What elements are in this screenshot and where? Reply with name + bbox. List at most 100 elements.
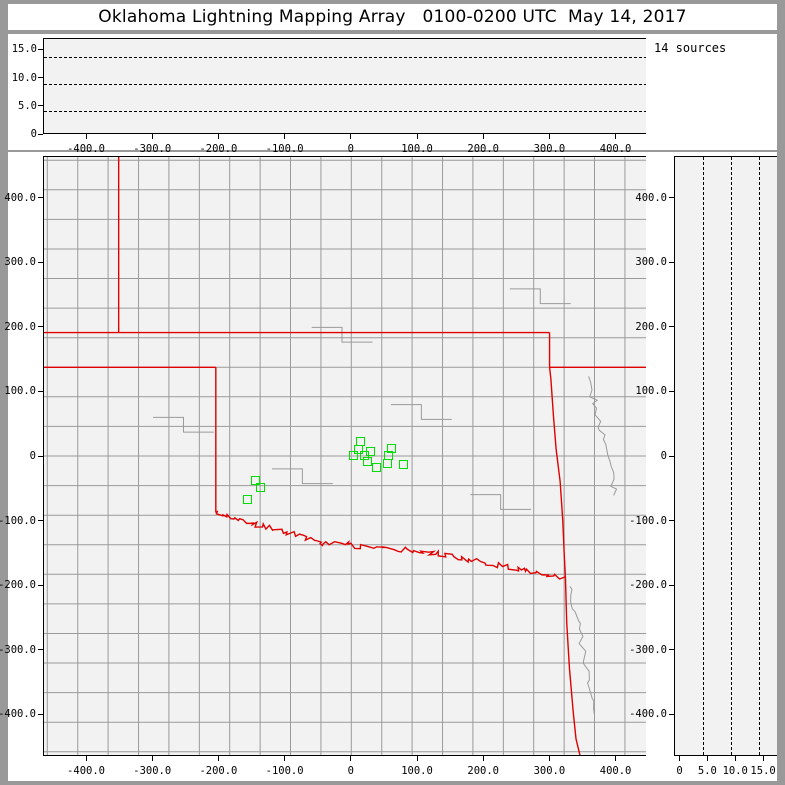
ns-xtick-mark-5.0: [706, 756, 708, 761]
gridline-x-15: [759, 157, 760, 755]
ns-xtick-0: 0: [676, 765, 683, 777]
alt-ytick-mark-5.0: [38, 105, 43, 107]
county-border-lines: [44, 157, 652, 755]
map-xtick-300.0: 300.0: [533, 765, 566, 777]
map-xtick-mark-100.0: [416, 756, 418, 761]
alt-ytick-0: 0: [30, 128, 37, 140]
page-title: Oklahoma Lightning Mapping Array 0100-02…: [98, 7, 687, 27]
alt-ytick-mark-0: [38, 133, 43, 135]
map-geography: [44, 157, 652, 755]
border-oklahoma-east: [548, 332, 567, 579]
altitude-vs-north-south-panel: [646, 152, 777, 781]
source-marker[interactable]: [363, 457, 373, 467]
alt-xtick-0: 0: [347, 143, 354, 155]
alt-xtick-mark--400.0: [85, 134, 87, 139]
alt-ytick-10.0: 10.0: [11, 71, 37, 84]
map-ytick-300.0: 300.0: [4, 256, 36, 269]
ns-ytick-mark-200.0: [669, 326, 674, 328]
ns-ytick-mark-400.0: [669, 197, 674, 199]
ns-ytick--200.0: -200.0: [629, 579, 667, 592]
alt-xtick-200.0: 200.0: [467, 143, 499, 155]
alt-xtick--300.0: -300.0: [133, 143, 172, 155]
gridline-y-10: [44, 83, 652, 85]
source-marker[interactable]: [365, 446, 375, 456]
alt-xtick-mark--300.0: [151, 134, 153, 139]
source-marker[interactable]: [398, 459, 408, 469]
gridline-y-15: [44, 56, 652, 58]
map-xtick-200.0: 200.0: [467, 765, 499, 777]
map-ytick-mark-100.0: [38, 390, 43, 392]
alt-xtick--200.0: -200.0: [199, 143, 238, 155]
source-marker[interactable]: [387, 444, 397, 454]
gridline-y-5: [44, 110, 652, 112]
source-count-label: 14 sources: [654, 41, 727, 55]
map-ytick--100.0: -100.0: [0, 514, 36, 527]
county-line-irregular: [311, 326, 373, 343]
ns-ytick-mark-300.0: [669, 261, 674, 263]
source-marker[interactable]: [348, 451, 358, 461]
map-xtick--100.0: -100.0: [265, 765, 304, 777]
alt-ytick-mark-10.0: [38, 77, 43, 79]
map-ytick-mark--300.0: [38, 649, 43, 651]
source-marker[interactable]: [250, 475, 260, 485]
source-marker[interactable]: [383, 458, 393, 468]
ns-ytick-200.0: 200.0: [635, 320, 667, 333]
alt-xtick-mark-100.0: [416, 134, 418, 139]
map-xtick-mark-200.0: [482, 756, 484, 761]
map-xtick-mark-400.0: [615, 756, 617, 761]
map-ytick-mark-0: [38, 455, 43, 457]
alt-xtick--400.0: -400.0: [67, 143, 105, 155]
border-texas-arkansas: [564, 578, 581, 755]
ns-ytick-mark--300.0: [669, 649, 674, 651]
altitude-vs-east-west-panel: [8, 34, 652, 150]
altitude-plot-area[interactable]: [43, 38, 652, 134]
ns-xtick-mark-10.0: [734, 756, 736, 761]
map-ytick-mark-200.0: [38, 326, 43, 328]
map-xtick-100.0: 100.0: [401, 765, 433, 777]
alt-xtick-mark--200.0: [217, 134, 219, 139]
map-ytick-200.0: 200.0: [4, 320, 36, 333]
ns-ytick-mark-0: [669, 455, 674, 457]
source-count-panel: 14 sources: [646, 34, 777, 150]
map-xtick-mark-0: [350, 756, 352, 761]
county-line-river-east: [588, 376, 618, 496]
map-xtick-mark--200.0: [217, 756, 219, 761]
ns-ytick-100.0: 100.0: [635, 385, 667, 398]
map-xtick--300.0: -300.0: [133, 765, 172, 777]
county-line-irregular: [509, 288, 571, 305]
ns-ytick-400.0: 400.0: [635, 191, 667, 204]
county-line-irregular: [153, 416, 214, 433]
map-ytick-400.0: 400.0: [4, 191, 36, 204]
ns-ytick-mark--200.0: [669, 584, 674, 586]
source-marker[interactable]: [255, 483, 265, 493]
source-marker[interactable]: [242, 495, 252, 505]
alt-ytick-15.0: 15.0: [11, 43, 37, 56]
county-line-irregular: [272, 468, 333, 485]
ns-ytick--100.0: -100.0: [629, 514, 667, 527]
source-marker[interactable]: [353, 445, 363, 455]
state-border-lines: [44, 157, 652, 755]
gridline-x-10: [731, 157, 732, 755]
alt-ytick-mark-15.0: [38, 48, 43, 50]
map-ytick--400.0: -400.0: [0, 708, 36, 721]
alt-xtick-mark--100.0: [284, 134, 286, 139]
map-xtick--400.0: -400.0: [67, 765, 105, 777]
map-panel: [8, 152, 652, 781]
source-marker[interactable]: [371, 462, 381, 472]
ns-ytick--300.0: -300.0: [629, 643, 667, 656]
altitude-ns-plot-area[interactable]: [674, 156, 777, 756]
ns-ytick-mark--400.0: [669, 713, 674, 715]
alt-xtick--100.0: -100.0: [265, 143, 304, 155]
county-line-river-southeast: [569, 586, 595, 715]
map-ytick-mark--200.0: [38, 584, 43, 586]
border-red-river: [215, 510, 567, 580]
map-ytick-100.0: 100.0: [4, 385, 36, 398]
alt-ytick-5.0: 5.0: [18, 99, 37, 112]
map-ytick-mark-400.0: [38, 197, 43, 199]
alt-xtick-400.0: 400.0: [599, 143, 632, 155]
map-ytick--300.0: -300.0: [0, 643, 36, 656]
alt-xtick-mark-300.0: [548, 134, 550, 139]
map-xtick-mark--400.0: [85, 756, 87, 761]
map-plot-area[interactable]: [43, 156, 652, 756]
